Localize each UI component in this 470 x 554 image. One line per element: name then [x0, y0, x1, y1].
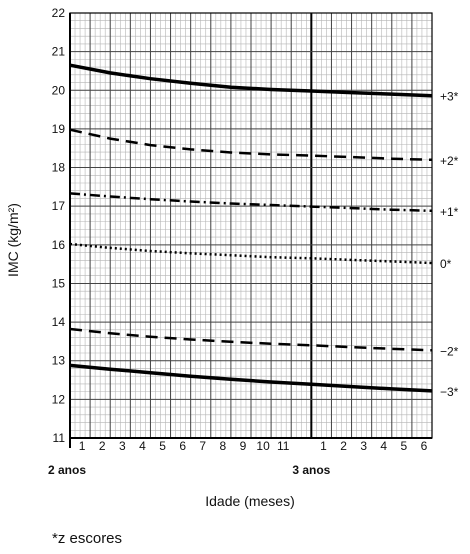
series-label: +1*	[440, 205, 459, 219]
y-tick-label: 12	[52, 392, 66, 406]
x-tick-label: 10	[256, 439, 270, 453]
y-axis-title: IMC (kg/m²)	[5, 203, 21, 277]
y-tick-label: 11	[53, 431, 66, 445]
y-tick-label: 17	[52, 199, 66, 213]
series-label: −2*	[440, 344, 459, 358]
x-axis-title: Idade (meses)	[205, 493, 294, 509]
x-tick-label: 2	[340, 439, 347, 453]
series-line	[69, 128, 433, 162]
x-tick-label: 1	[320, 439, 327, 453]
y-tick-label: 14	[52, 315, 66, 329]
series-line	[69, 327, 433, 352]
series-label: 0*	[440, 257, 452, 271]
x-tick-label: 6	[421, 439, 428, 453]
series-line	[69, 242, 433, 265]
x-tick-label: 11	[277, 439, 290, 453]
x-tick-label: 4	[380, 439, 387, 453]
x-tick-labels: 1 2 3 4 5 6 7 8 9 10 11 1 2 3 4 5 62 anos 3 anos	[48, 439, 428, 477]
x-tick-label: 6	[179, 439, 186, 453]
series-layer	[69, 63, 433, 393]
series-line	[69, 63, 433, 98]
series-label: +3*	[440, 90, 459, 104]
x-tick-label: 1	[79, 439, 86, 453]
series-line	[69, 192, 433, 213]
x-tick-label: 2	[99, 439, 106, 453]
x-major-label: 2 anos	[48, 463, 86, 477]
series-label: −3*	[440, 385, 459, 399]
x-tick-label: 8	[220, 439, 227, 453]
x-tick-label: 3	[360, 439, 367, 453]
series-line	[69, 363, 433, 393]
x-tick-label: 3	[119, 439, 126, 453]
y-tick-label: 19	[52, 122, 66, 136]
y-tick-label: 16	[52, 238, 66, 252]
x-tick-label: 5	[159, 439, 166, 453]
y-tick-label: 18	[52, 161, 66, 175]
footnote: *z escores	[52, 530, 123, 547]
y-tick-labels: 11 12 13 14 15 16 17 18 19 20 21 22	[52, 6, 66, 445]
x-tick-label: 4	[139, 439, 146, 453]
y-tick-label: 15	[52, 276, 66, 290]
x-tick-label: 9	[240, 439, 247, 453]
y-tick-label: 22	[52, 6, 66, 20]
series-label: +2*	[440, 154, 459, 168]
x-tick-label: 7	[199, 439, 206, 453]
x-major-label: 3 anos	[292, 463, 330, 477]
x-tick-label: 5	[401, 439, 408, 453]
series-labels: +3* +2* +1* 0* −2* −3*	[440, 90, 459, 399]
y-tick-label: 13	[52, 354, 66, 368]
grid-major	[69, 12, 433, 448]
y-tick-label: 21	[52, 45, 66, 59]
y-tick-label: 20	[52, 83, 66, 97]
